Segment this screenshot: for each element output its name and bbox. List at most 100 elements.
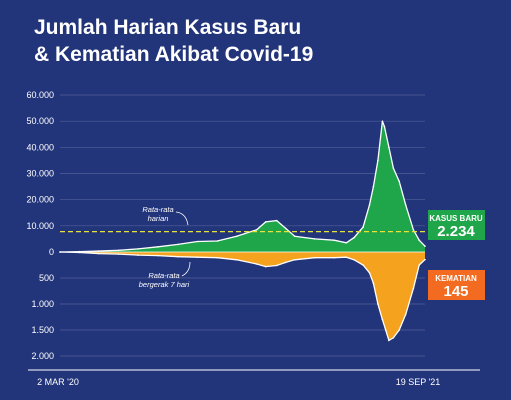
deaths-badge-value: 145 — [443, 283, 468, 300]
y-tick-deaths: 2.000 — [31, 351, 54, 361]
cases-point — [345, 242, 348, 244]
y-tick-deaths: 500 — [39, 273, 54, 283]
deaths-point — [404, 313, 407, 316]
moving-average-annotation-pointer — [181, 261, 191, 277]
chart-areas — [59, 120, 426, 342]
cases-point — [216, 240, 219, 242]
deaths-point — [97, 252, 100, 255]
y-tick-cases: 30.000 — [26, 169, 54, 179]
cases-point — [313, 238, 316, 240]
y-tick-cases: 20.000 — [26, 195, 54, 205]
deaths-point — [137, 254, 139, 256]
cases-point — [264, 221, 267, 223]
cases-point — [381, 120, 384, 122]
cases-point — [284, 227, 287, 230]
cases-point — [404, 204, 407, 206]
cases-point — [117, 249, 120, 252]
deaths-point — [255, 263, 258, 265]
cases-point — [418, 239, 421, 241]
deaths-badge: KEMATIAN 145 — [428, 270, 485, 300]
average-annotation-line-1: Rata-rata — [142, 205, 173, 214]
cases-badge-value: 2.234 — [437, 223, 475, 240]
deaths-point — [381, 318, 384, 321]
deaths-point — [313, 256, 316, 259]
deaths-badge-box — [428, 270, 485, 300]
cases-point — [392, 167, 395, 170]
cases-point — [388, 146, 390, 149]
moving-average-annotation-line-1: Rata-rata — [148, 271, 179, 280]
cases-moving-average-line — [59, 120, 426, 253]
cases-point — [424, 245, 426, 247]
cases-badge: KASUS BARU 2.234 — [428, 210, 485, 240]
cases-point — [293, 235, 296, 238]
cases-point — [137, 248, 139, 250]
deaths-point — [196, 256, 199, 259]
deaths-point — [362, 264, 364, 266]
cases-point — [177, 243, 179, 246]
cases-point — [157, 246, 159, 248]
deaths-point — [377, 303, 379, 305]
deaths-point — [157, 254, 159, 257]
average-annotation-pointer — [175, 211, 189, 226]
deaths-point — [345, 256, 348, 259]
cases-point — [368, 204, 371, 206]
deaths-point — [372, 282, 375, 285]
deaths-point — [412, 287, 415, 290]
deaths-point — [275, 264, 278, 267]
y-tick-cases: 0 — [49, 247, 54, 257]
x-tick-start: 2 MAR '20 — [37, 377, 79, 387]
deaths-point — [235, 259, 238, 261]
moving-average-annotation-line-2: bergerak 7 hari — [139, 280, 190, 289]
cases-point — [398, 180, 401, 183]
deaths-point — [293, 259, 296, 261]
y-tick-cases: 60.000 — [26, 90, 54, 100]
x-tick-end: 19 SEP '21 — [396, 377, 441, 387]
average-annotation-line-2: harian — [148, 214, 169, 223]
cases-badge-label: KASUS BARU — [429, 214, 483, 223]
deaths-point — [353, 259, 355, 261]
deaths-point — [424, 258, 426, 261]
deaths-point — [368, 272, 371, 274]
deaths-point — [392, 337, 395, 339]
deaths-point — [418, 264, 421, 266]
deaths-point — [216, 256, 219, 259]
y-tick-cases: 40.000 — [26, 142, 54, 152]
cases-badge-box — [428, 210, 485, 240]
deaths-point — [177, 255, 179, 258]
deaths-moving-average-line — [59, 251, 426, 342]
y-tick-deaths: 1.000 — [31, 299, 54, 309]
title-line-2: & Kematian Akibat Covid-19 — [34, 43, 314, 66]
cases-point — [353, 236, 355, 239]
title-line-1: Jumlah Harian Kasus Baru — [34, 16, 302, 39]
cases-point — [235, 235, 238, 238]
deaths-point — [117, 253, 120, 255]
cases-point — [377, 159, 379, 162]
deaths-area — [60, 252, 425, 341]
cases-point — [255, 229, 258, 231]
cases-point — [383, 125, 386, 128]
cases-area — [60, 121, 425, 252]
moving-average-annotation: Rata-rata bergerak 7 hari — [139, 261, 191, 289]
y-tick-cases: 50.000 — [26, 116, 54, 126]
cases-point — [97, 250, 100, 252]
cases-point — [196, 240, 199, 243]
deaths-point — [398, 329, 401, 331]
deaths-point — [284, 261, 287, 264]
y-tick-deaths: 1.500 — [31, 325, 54, 335]
cases-point — [275, 219, 278, 222]
deaths-point — [388, 339, 390, 342]
cases-point — [333, 239, 335, 241]
cases-point — [372, 185, 375, 188]
deaths-point — [333, 256, 335, 259]
y-tick-cases: 10.000 — [26, 221, 54, 231]
average-annotation: Rata-rata harian — [142, 205, 189, 226]
gridlines — [60, 94, 425, 357]
deaths-point — [384, 329, 387, 331]
cases-point — [362, 226, 364, 228]
chart-title: Jumlah Harian Kasus Baru & Kematian Akib… — [34, 14, 313, 68]
deaths-point — [264, 265, 267, 268]
cases-point — [412, 229, 415, 231]
deaths-badge-label: KEMATIAN — [435, 274, 477, 283]
y-axis-ticks: 60.000 50.000 40.000 30.000 20.000 10.000 0 500… — [26, 90, 54, 361]
